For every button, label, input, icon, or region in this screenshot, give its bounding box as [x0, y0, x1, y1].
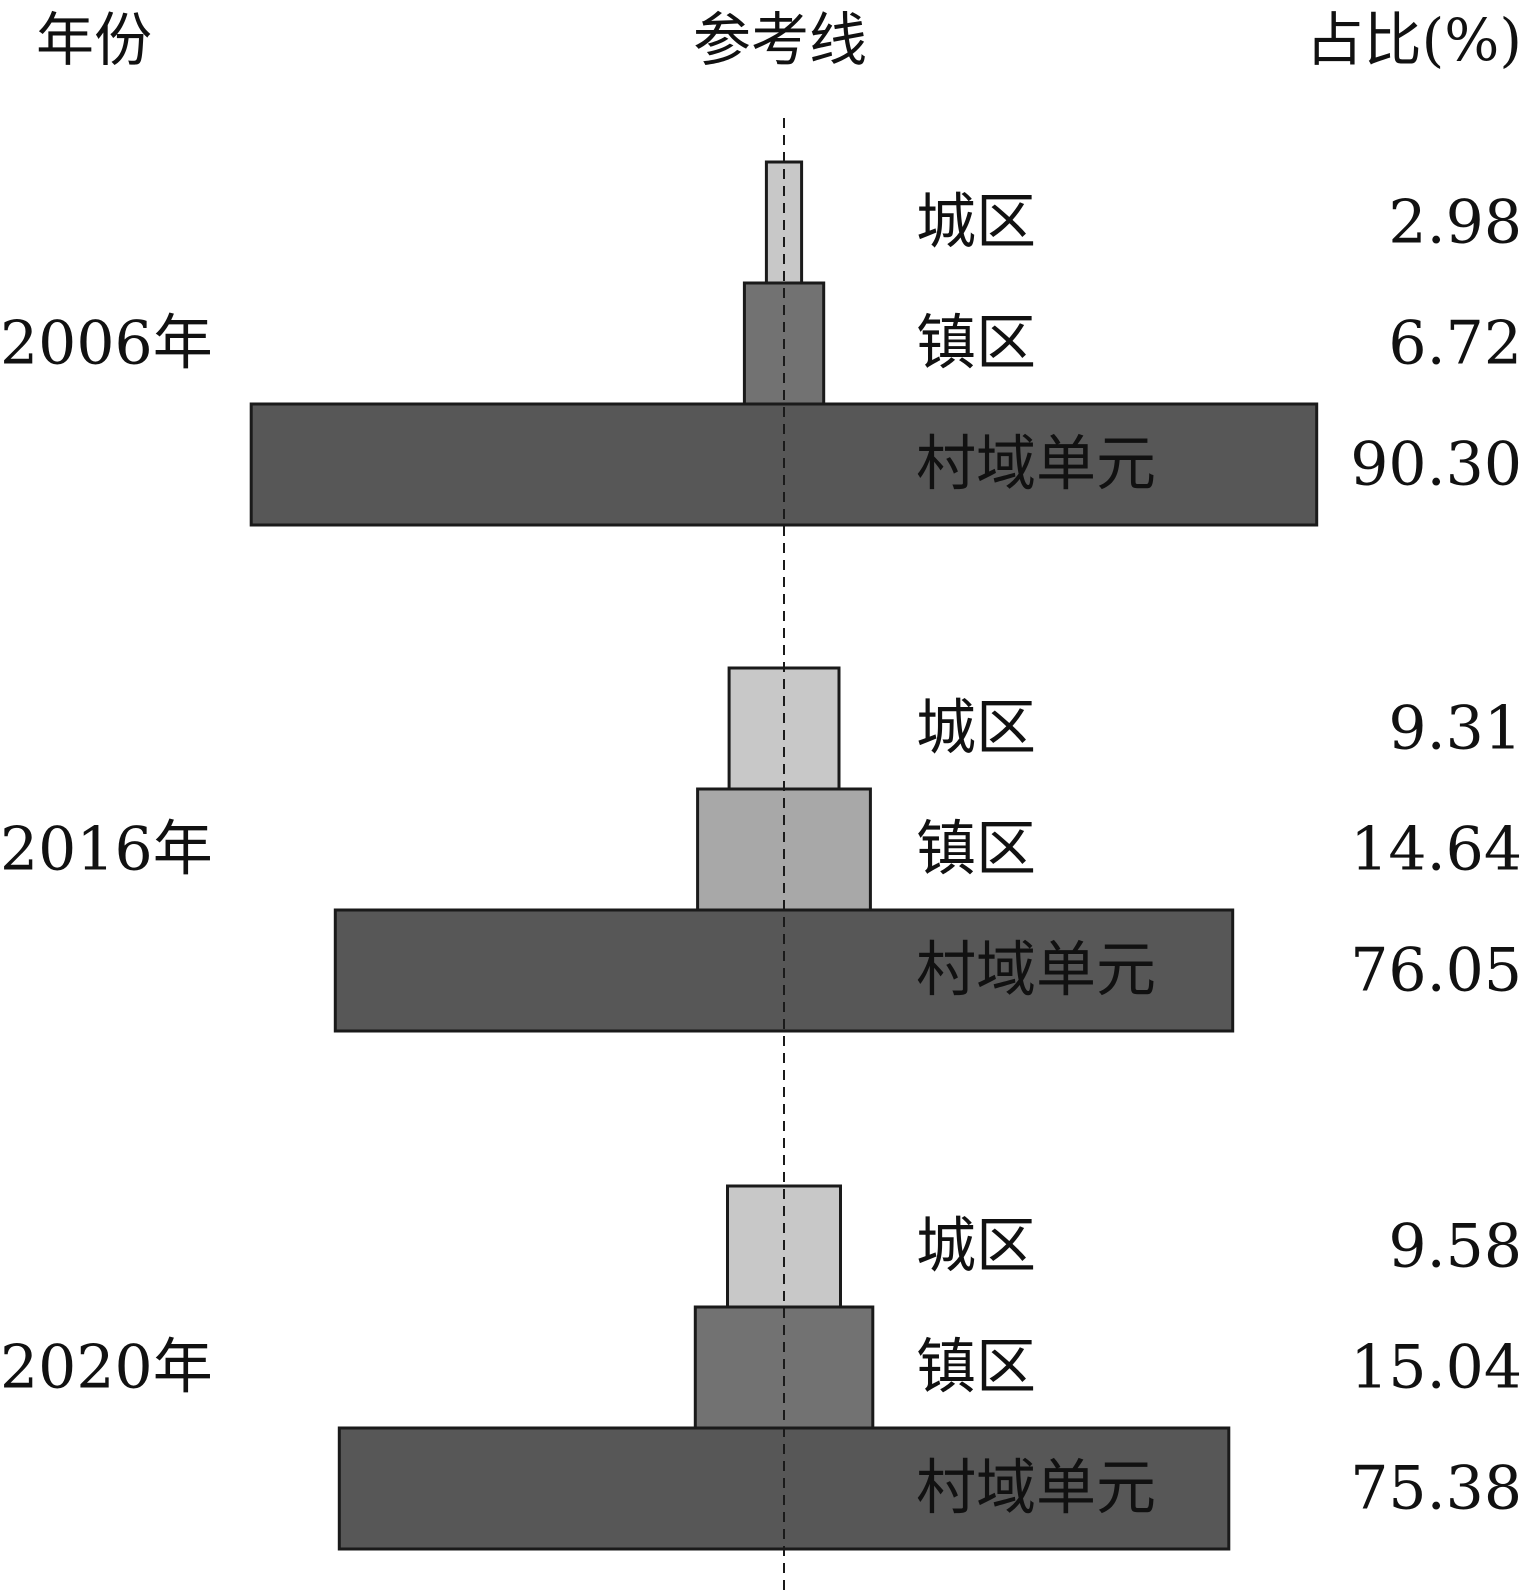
category-label-village: 村域单元: [916, 936, 1156, 1006]
value-label-town: 14.64: [1350, 815, 1522, 885]
header-share: 占比(%): [1306, 6, 1522, 74]
category-label-town: 镇区: [916, 815, 1036, 885]
value-label-village: 90.30: [1350, 430, 1522, 500]
category-label-urban: 城区: [916, 188, 1036, 258]
value-label-urban: 9.31: [1388, 694, 1522, 764]
category-label-village: 村域单元: [916, 430, 1156, 500]
category-label-town: 镇区: [916, 309, 1036, 379]
value-label-town: 6.72: [1388, 309, 1522, 379]
year-label: 2020年: [0, 1333, 213, 1403]
value-label-urban: 9.58: [1388, 1212, 1522, 1282]
value-label-village: 76.05: [1350, 936, 1522, 1006]
category-label-village: 村域单元: [916, 1454, 1156, 1524]
category-label-urban: 城区: [916, 1212, 1036, 1282]
value-label-village: 75.38: [1350, 1454, 1522, 1524]
year-label: 2016年: [0, 815, 213, 885]
value-label-town: 15.04: [1350, 1333, 1522, 1403]
category-label-urban: 城区: [916, 694, 1036, 764]
header-reference-line: 参考线: [693, 6, 867, 74]
year-label: 2006年: [0, 309, 213, 379]
value-label-urban: 2.98: [1388, 188, 1522, 258]
header-year: 年份: [36, 6, 152, 74]
category-label-town: 镇区: [916, 1333, 1036, 1403]
